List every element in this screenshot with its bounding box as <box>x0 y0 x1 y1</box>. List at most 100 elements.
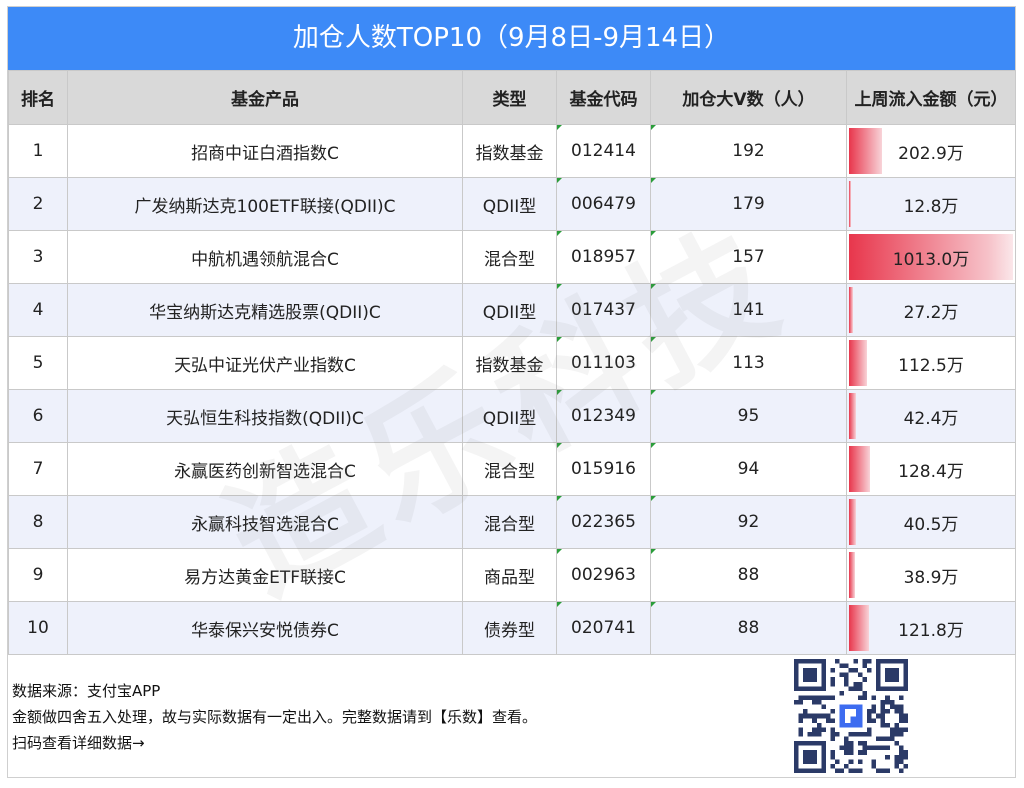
cell-type: 指数基金 <box>462 336 557 390</box>
cell-rank: 8 <box>8 495 68 549</box>
flow-value: 112.5万 <box>898 355 964 376</box>
cell-count: 157 <box>650 230 847 284</box>
frame <box>7 6 1016 778</box>
table-row: 6 天弘恒生科技指数(QDII)C QDII型 012349 95 42.4万 <box>8 389 1016 443</box>
qr-code-icon[interactable] <box>794 659 908 773</box>
header-count: 加仓大V数（人） <box>650 70 847 125</box>
footer-source: 数据来源：支付宝APP <box>12 682 161 700</box>
flow-bar <box>849 499 856 545</box>
cell-type: 指数基金 <box>462 124 557 178</box>
cell-count: 179 <box>650 177 847 231</box>
cell-fund: 永赢医药创新智选混合C <box>67 442 463 496</box>
flow-value: 121.8万 <box>898 620 964 641</box>
cell-flow: 1013.0万 <box>846 230 1016 284</box>
table-row: 1 招商中证白酒指数C 指数基金 012414 192 202.9万 <box>8 124 1016 178</box>
cell-fund: 中航机遇领航混合C <box>67 230 463 284</box>
table-row: 7 永赢医药创新智选混合C 混合型 015916 94 128.4万 <box>8 442 1016 496</box>
cell-fund: 华宝纳斯达克精选股票(QDII)C <box>67 283 463 337</box>
flow-bar <box>849 393 856 439</box>
cell-code: 002963 <box>556 548 651 602</box>
cell-type: QDII型 <box>462 177 557 231</box>
cell-rank: 2 <box>8 177 68 231</box>
cell-flow: 27.2万 <box>846 283 1016 337</box>
cell-rank: 9 <box>8 548 68 602</box>
table-row: 3 中航机遇领航混合C 混合型 018957 157 1013.0万 <box>8 230 1016 284</box>
cell-rank: 5 <box>8 336 68 390</box>
flow-value: 27.2万 <box>903 302 959 323</box>
cell-flow: 121.8万 <box>846 601 1016 655</box>
cell-fund: 华泰保兴安悦债券C <box>67 601 463 655</box>
flow-value: 12.8万 <box>903 196 959 217</box>
header-rank: 排名 <box>8 70 68 125</box>
cell-code: 011103 <box>556 336 651 390</box>
table-header-row: 排名 基金产品 类型 基金代码 加仓大V数（人） 上周流入金额（元） <box>8 70 1016 125</box>
cell-rank: 6 <box>8 389 68 443</box>
cell-count: 92 <box>650 495 847 549</box>
cell-type: QDII型 <box>462 283 557 337</box>
header-fund: 基金产品 <box>67 70 463 125</box>
footer: 数据来源：支付宝APP 金额做四舍五入处理，故与实际数据有一定出入。完整数据请到… <box>12 678 537 756</box>
cell-rank: 1 <box>8 124 68 178</box>
flow-value: 38.9万 <box>903 567 959 588</box>
flow-bar <box>849 181 852 227</box>
cell-type: 混合型 <box>462 230 557 284</box>
flow-bar <box>849 287 854 333</box>
cell-code: 015916 <box>556 442 651 496</box>
cell-type: QDII型 <box>462 389 557 443</box>
cell-code: 017437 <box>556 283 651 337</box>
cell-flow: 128.4万 <box>846 442 1016 496</box>
flow-bar <box>849 605 869 651</box>
flow-bar <box>849 234 1013 280</box>
flow-bar <box>849 128 882 174</box>
cell-code: 018957 <box>556 230 651 284</box>
cell-type: 商品型 <box>462 548 557 602</box>
flow-value: 40.5万 <box>903 514 959 535</box>
footer-note: 金额做四舍五入处理，故与实际数据有一定出入。完整数据请到【乐数】查看。 <box>12 708 538 726</box>
page-title: 加仓人数TOP10（9月8日-9月14日） <box>8 7 1015 70</box>
cell-flow: 202.9万 <box>846 124 1016 178</box>
cell-code: 020741 <box>556 601 651 655</box>
cell-type: 混合型 <box>462 495 557 549</box>
cell-flow: 12.8万 <box>846 177 1016 231</box>
cell-count: 95 <box>650 389 847 443</box>
cell-count: 113 <box>650 336 847 390</box>
table-row: 8 永赢科技智选混合C 混合型 022365 92 40.5万 <box>8 495 1016 549</box>
cell-fund: 永赢科技智选混合C <box>67 495 463 549</box>
cell-fund: 易方达黄金ETF联接C <box>67 548 463 602</box>
cell-rank: 7 <box>8 442 68 496</box>
table-body: 1 招商中证白酒指数C 指数基金 012414 192 202.9万 2 广发纳斯达克100E… <box>8 124 1016 655</box>
cell-fund: 天弘中证光伏产业指数C <box>67 336 463 390</box>
cell-count: 88 <box>650 548 847 602</box>
flow-bar <box>849 340 868 386</box>
cell-count: 192 <box>650 124 847 178</box>
table-row: 4 华宝纳斯达克精选股票(QDII)C QDII型 017437 141 27.2万 <box>8 283 1016 337</box>
header-code: 基金代码 <box>556 70 651 125</box>
flow-value: 1013.0万 <box>892 249 970 270</box>
cell-rank: 10 <box>8 601 68 655</box>
cell-count: 94 <box>650 442 847 496</box>
cell-rank: 4 <box>8 283 68 337</box>
footer-scan: 扫码查看详细数据→ <box>12 734 145 752</box>
flow-value: 128.4万 <box>898 461 964 482</box>
cell-type: 债券型 <box>462 601 557 655</box>
cell-rank: 3 <box>8 230 68 284</box>
table-row: 9 易方达黄金ETF联接C 商品型 002963 88 38.9万 <box>8 548 1016 602</box>
header-flow: 上周流入金额（元） <box>846 70 1016 125</box>
flow-bar <box>849 552 856 598</box>
cell-flow: 42.4万 <box>846 389 1016 443</box>
cell-fund: 天弘恒生科技指数(QDII)C <box>67 389 463 443</box>
cell-code: 022365 <box>556 495 651 549</box>
table-row: 5 天弘中证光伏产业指数C 指数基金 011103 113 112.5万 <box>8 336 1016 390</box>
table-row: 2 广发纳斯达克100ETF联接(QDII)C QDII型 006479 179 12.8… <box>8 177 1016 231</box>
flow-bar <box>849 446 870 492</box>
cell-code: 012414 <box>556 124 651 178</box>
flow-value: 42.4万 <box>903 408 959 429</box>
fund-table: 排名 基金产品 类型 基金代码 加仓大V数（人） 上周流入金额（元） 1 招商中证… <box>8 70 1016 655</box>
cell-count: 88 <box>650 601 847 655</box>
header-type: 类型 <box>462 70 557 125</box>
cell-flow: 40.5万 <box>846 495 1016 549</box>
table-row: 10 华泰保兴安悦债券C 债券型 020741 88 121.8万 <box>8 601 1016 655</box>
cell-type: 混合型 <box>462 442 557 496</box>
cell-flow: 38.9万 <box>846 548 1016 602</box>
cell-code: 006479 <box>556 177 651 231</box>
